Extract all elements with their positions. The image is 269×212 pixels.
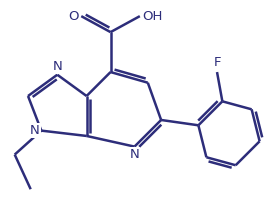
- Text: F: F: [213, 56, 221, 69]
- Text: N: N: [30, 124, 40, 137]
- Text: N: N: [52, 60, 62, 73]
- Text: OH: OH: [143, 10, 163, 23]
- Text: O: O: [68, 10, 79, 23]
- Text: N: N: [130, 148, 139, 161]
